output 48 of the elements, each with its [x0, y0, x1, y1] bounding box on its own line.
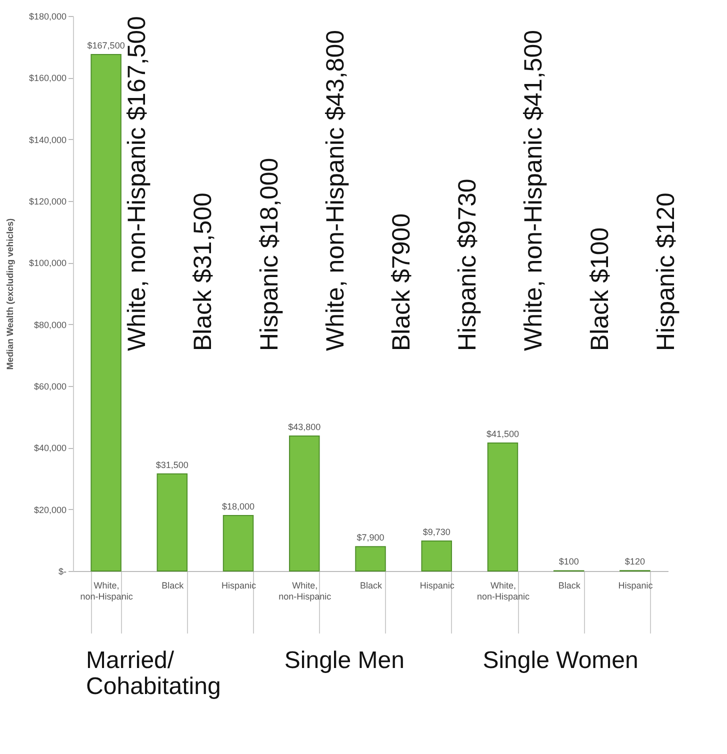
x-tick-label: White, non-Hispanic	[278, 580, 332, 602]
text: Single Men	[284, 647, 404, 674]
bar	[421, 540, 452, 572]
y-tick-label: $140,000	[28, 134, 66, 145]
annotation: White, non-Hispanic $167,500	[123, 16, 152, 351]
annotation: Black $31,500	[189, 192, 218, 351]
y-tick-label: $100,000	[28, 258, 66, 268]
data-label: $31,500	[156, 460, 188, 470]
y-tick-label: $180,000	[28, 12, 66, 22]
data-label: $167,500	[87, 40, 125, 51]
annotation: Hispanic $18,000	[255, 158, 284, 351]
annotation: Black $100	[586, 227, 614, 351]
annotation: Hispanic $9730	[454, 178, 482, 351]
bar	[90, 54, 122, 572]
x-tick-label: Hispanic	[222, 580, 257, 590]
annotation: Black $7900	[388, 213, 416, 351]
y-tick-label: $20,000	[34, 504, 66, 515]
y-tick-label: $160,000	[28, 73, 66, 84]
bar	[222, 515, 254, 572]
bar	[289, 435, 320, 572]
x-tick-label: White, non-Hispanic	[476, 580, 530, 602]
text: Single Women	[482, 647, 638, 674]
y-tick-label: $-	[58, 566, 66, 576]
data-label: $43,800	[288, 422, 321, 432]
x-tick-label: Black	[558, 580, 581, 590]
y-tick-label: $120,000	[28, 196, 66, 206]
data-label: $18,000	[222, 502, 255, 512]
data-label: $7,900	[356, 532, 384, 543]
x-tick-label: Black	[162, 580, 184, 590]
y-tick-label: $80,000	[34, 320, 66, 330]
x-tick-label: Hispanic	[420, 580, 455, 590]
x-tick-label: Hispanic	[618, 580, 654, 590]
annotation: White, non-Hispanic $43,800	[321, 30, 350, 351]
text: Married/ Cohabitating	[86, 647, 221, 700]
y-tick-label: $60,000	[34, 382, 66, 392]
data-label: $120	[624, 556, 645, 567]
x-tick-label: Black	[360, 580, 382, 590]
y-tick-label: $40,000	[34, 443, 66, 454]
annotation: White, non-Hispanic $41,500	[520, 30, 548, 351]
data-label: $9,730	[422, 527, 450, 537]
annotation: Hispanic $120	[652, 192, 680, 351]
bar	[156, 473, 188, 572]
bar	[487, 442, 518, 572]
x-tick-label: White, non-Hispanic	[80, 580, 134, 602]
data-label: $100	[558, 556, 579, 567]
bar	[355, 546, 386, 572]
data-label: $41,500	[486, 429, 519, 440]
y-axis-title: Median Wealth (excluding vehicles)	[4, 218, 15, 370]
